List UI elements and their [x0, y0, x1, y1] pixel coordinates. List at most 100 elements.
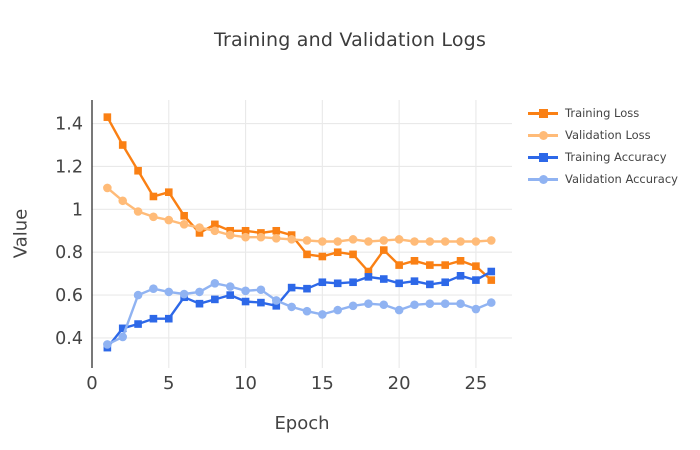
- data-point-marker: [441, 261, 449, 269]
- data-point-marker: [256, 285, 266, 295]
- y-axis-title: Value: [10, 208, 32, 259]
- data-point-marker: [394, 235, 404, 244]
- data-point-marker: [134, 320, 142, 328]
- validation-accuracy-line-marker-icon: [528, 174, 558, 185]
- data-point-marker: [225, 282, 235, 291]
- legend-label: Training Accuracy: [565, 150, 667, 164]
- data-point-marker: [210, 226, 220, 236]
- data-point-marker: [333, 237, 343, 246]
- data-point-marker: [441, 278, 449, 287]
- circle-marker-icon: [538, 174, 548, 184]
- plot-area[interactable]: [92, 100, 512, 368]
- square-marker-icon: [538, 108, 548, 118]
- data-point-marker: [303, 250, 311, 259]
- data-point-marker: [149, 212, 158, 222]
- data-point-marker: [118, 332, 128, 342]
- data-point-marker: [395, 279, 403, 288]
- data-point-marker: [103, 340, 112, 349]
- data-point-marker: [133, 290, 143, 300]
- data-point-marker: [486, 298, 496, 307]
- data-point-marker: [394, 305, 404, 315]
- data-point-marker: [456, 272, 465, 280]
- data-point-marker: [364, 273, 373, 281]
- x-tick-label: 0: [86, 373, 97, 394]
- data-point-marker: [164, 188, 173, 196]
- data-point-marker: [271, 296, 281, 305]
- data-point-marker: [210, 279, 220, 288]
- data-point-marker: [487, 267, 496, 276]
- chart-title: Training and Validation Logs: [213, 29, 487, 51]
- data-point-marker: [426, 261, 434, 269]
- data-point-marker: [395, 261, 403, 269]
- data-point-marker: [149, 314, 158, 323]
- data-point-marker: [333, 248, 342, 257]
- data-point-marker: [103, 183, 112, 193]
- data-point-marker: [302, 306, 312, 316]
- legend-label: Training Loss: [565, 106, 640, 120]
- data-point-marker: [364, 267, 373, 276]
- data-point-marker: [256, 232, 266, 242]
- legend-item-validation-accuracy[interactable]: Validation Accuracy: [528, 172, 678, 186]
- data-point-marker: [333, 279, 342, 288]
- data-point-marker: [180, 211, 188, 220]
- data-point-marker: [348, 235, 358, 244]
- data-point-marker: [487, 276, 496, 284]
- data-point-marker: [302, 236, 312, 245]
- data-point-marker: [134, 166, 142, 175]
- data-point-marker: [118, 196, 128, 206]
- data-point-marker: [379, 300, 389, 310]
- data-point-marker: [456, 257, 465, 265]
- data-point-marker: [472, 262, 480, 270]
- data-point-marker: [226, 291, 235, 299]
- data-point-marker: [349, 278, 357, 287]
- training-loss-line-marker-icon: [528, 108, 558, 119]
- data-point-marker: [303, 284, 311, 293]
- legend-item-validation-loss[interactable]: Validation Loss: [528, 128, 678, 142]
- data-point-marker: [287, 235, 296, 244]
- data-point-marker: [211, 220, 219, 229]
- data-point-marker: [425, 299, 435, 308]
- data-point-marker: [179, 220, 189, 229]
- data-point-marker: [318, 278, 327, 287]
- legend: Training Loss Validation Loss Training A…: [528, 106, 678, 194]
- y-tick-label: 1: [72, 200, 83, 220]
- legend-item-training-loss[interactable]: Training Loss: [528, 106, 678, 120]
- data-point-marker: [379, 246, 388, 254]
- x-tick-label: 5: [163, 373, 174, 394]
- data-point-marker: [164, 215, 174, 225]
- square-marker-icon: [538, 152, 548, 162]
- data-point-marker: [364, 299, 373, 308]
- data-point-marker: [195, 229, 204, 237]
- data-point-marker: [241, 232, 250, 242]
- data-point-marker: [486, 236, 496, 245]
- data-point-marker: [287, 302, 296, 312]
- y-tick-label: 1.4: [55, 115, 83, 135]
- data-point-marker: [318, 252, 327, 261]
- data-point-marker: [318, 237, 327, 246]
- data-point-marker: [287, 283, 296, 292]
- data-point-marker: [118, 141, 127, 149]
- data-point-marker: [349, 250, 357, 259]
- data-point-marker: [225, 230, 235, 240]
- y-tick-label: 0.6: [55, 286, 83, 306]
- data-point-marker: [410, 237, 419, 246]
- data-point-marker: [456, 299, 465, 308]
- data-point-marker: [179, 289, 189, 299]
- data-point-marker: [195, 287, 204, 297]
- legend-item-training-accuracy[interactable]: Training Accuracy: [528, 150, 678, 164]
- data-point-marker: [241, 226, 250, 235]
- x-tick-label: 10: [234, 373, 257, 394]
- data-point-marker: [410, 257, 419, 265]
- x-tick-label: 25: [464, 373, 487, 394]
- legend-label: Validation Accuracy: [565, 172, 678, 186]
- legend-label: Validation Loss: [565, 128, 651, 142]
- circle-marker-icon: [538, 130, 548, 140]
- y-tick-label: 1.2: [55, 157, 83, 177]
- data-point-marker: [149, 192, 158, 201]
- data-point-marker: [241, 297, 250, 306]
- x-tick-label: 20: [388, 373, 411, 394]
- data-point-marker: [103, 113, 112, 121]
- data-point-marker: [118, 324, 127, 333]
- data-point-marker: [164, 287, 174, 297]
